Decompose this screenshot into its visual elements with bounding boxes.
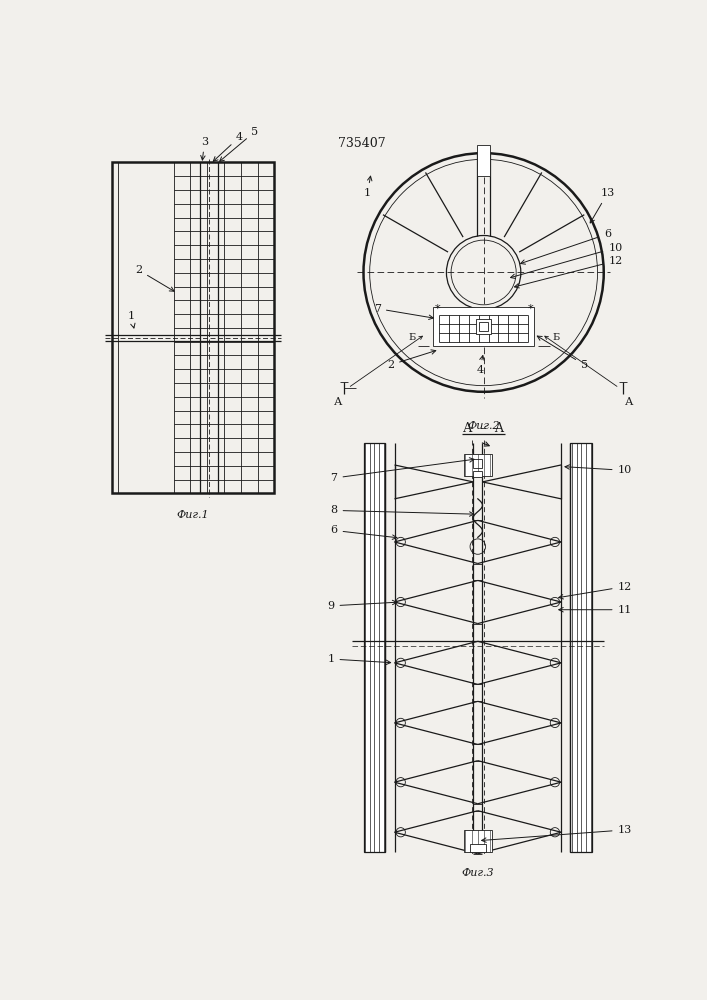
Text: 1: 1 bbox=[327, 654, 391, 665]
Bar bbox=[477, 145, 490, 176]
Text: 6: 6 bbox=[520, 229, 611, 264]
Text: 6: 6 bbox=[330, 525, 397, 539]
Text: 4: 4 bbox=[214, 132, 243, 161]
Bar bbox=[473, 471, 482, 477]
Bar bbox=[363, 443, 385, 852]
Text: 13: 13 bbox=[481, 825, 632, 842]
Text: 3: 3 bbox=[201, 137, 208, 160]
Bar bbox=[433, 307, 534, 346]
Text: *: * bbox=[527, 304, 533, 314]
Text: 1: 1 bbox=[364, 176, 372, 198]
Bar bbox=[464, 454, 492, 476]
Text: 13: 13 bbox=[590, 188, 615, 223]
Text: 9: 9 bbox=[327, 600, 397, 611]
Bar bbox=[476, 319, 491, 334]
Text: Фиг.3: Фиг.3 bbox=[462, 868, 494, 878]
Bar bbox=[479, 322, 489, 331]
Text: Фиг.1: Фиг.1 bbox=[177, 510, 209, 520]
Text: Б: Б bbox=[408, 333, 415, 342]
Bar bbox=[112, 162, 274, 493]
Text: А: А bbox=[625, 397, 633, 407]
Text: Б: Б bbox=[552, 333, 559, 342]
Text: 4: 4 bbox=[477, 356, 484, 375]
Text: 10: 10 bbox=[510, 243, 622, 278]
Text: *: * bbox=[434, 304, 440, 314]
Bar bbox=[470, 844, 486, 852]
Text: 2: 2 bbox=[135, 265, 174, 291]
Text: 5: 5 bbox=[220, 127, 259, 161]
Text: Фиг.2: Фиг.2 bbox=[467, 421, 500, 431]
Text: 5: 5 bbox=[537, 336, 588, 370]
Bar bbox=[571, 443, 592, 852]
Bar bbox=[464, 830, 492, 852]
Text: 8: 8 bbox=[330, 505, 474, 516]
Bar bbox=[473, 459, 482, 468]
Text: А: А bbox=[334, 397, 342, 407]
Text: 2: 2 bbox=[387, 350, 436, 370]
Text: 7: 7 bbox=[331, 458, 474, 483]
Text: 735407: 735407 bbox=[338, 137, 386, 150]
Text: 7: 7 bbox=[374, 304, 433, 319]
Text: 12: 12 bbox=[559, 582, 632, 599]
Text: 11: 11 bbox=[559, 605, 632, 615]
Text: А  –  А: А – А bbox=[463, 422, 504, 434]
Text: 1: 1 bbox=[127, 311, 135, 328]
Text: 10: 10 bbox=[565, 465, 632, 475]
Text: 12: 12 bbox=[515, 256, 622, 288]
